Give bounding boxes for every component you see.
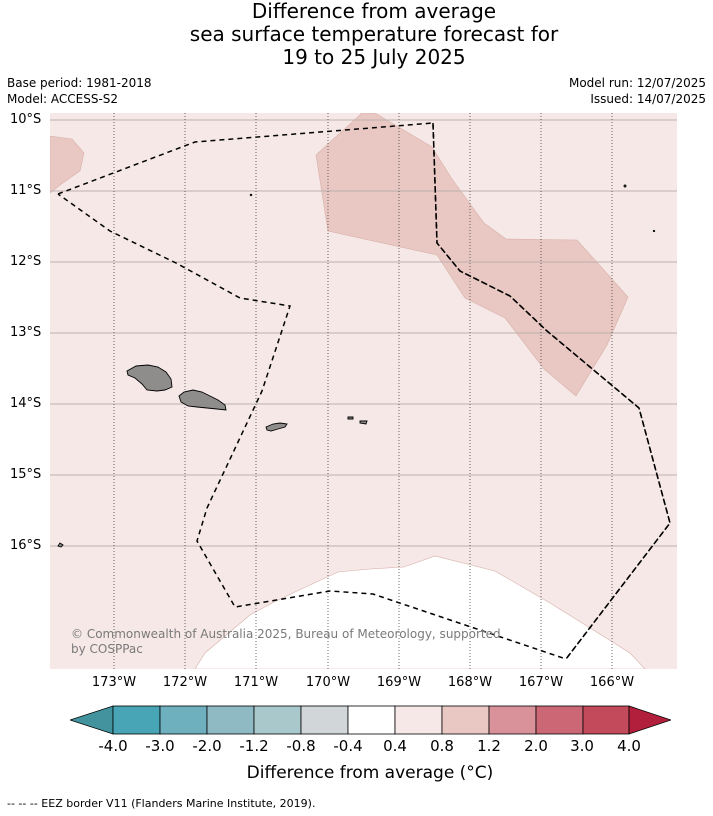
land-masses [57,184,656,548]
title-line-1: Difference from average [251,0,497,23]
colorbar-label-p0-8: 0.8 [430,737,454,755]
lat-label-14s: 14°S [10,396,42,411]
colorbar-bin-1 [112,705,161,735]
colorbar-label-m0-4: -0.4 [333,737,363,755]
lon-label-171w: 171°W [233,675,279,690]
lon-label-168w: 168°W [447,675,493,690]
lon-label-170w: 170°W [305,675,351,690]
meta-right: Model run: 12/07/2025 Issued: 14/07/2025 [569,75,706,107]
lon-label-172w: 172°W [162,675,208,690]
colorbar [70,705,671,735]
colorbar-label-p2-0: 2.0 [524,737,548,755]
lat-label-16s: 16°S [10,538,42,553]
savaii-island [126,364,173,392]
lat-label-15s: 15°S [10,467,42,482]
warm-anomaly-region-west [50,135,85,194]
colorbar-label-p3-0: 3.0 [570,737,594,755]
lat-label-11s: 11°S [10,183,42,198]
rose-atoll [623,184,627,188]
colorbar-bin-2 [159,705,208,735]
map-title: Difference from average sea surface temp… [0,0,713,69]
colorbar-bin-4 [253,705,302,735]
upolu-island [178,389,227,411]
colorbar-label-m1-2: -1.2 [239,737,269,755]
eez-borders [57,122,671,660]
lon-label-173w: 173°W [91,675,137,690]
wallis-islet [57,542,64,548]
colorbar-label-p1-2: 1.2 [477,737,501,755]
model-name: Model: ACCESS-S2 [7,92,119,106]
lat-label-13s: 13°S [10,325,42,340]
colorbar-bin-8 [441,705,490,735]
colorbar-title: Difference from average (°C) [246,763,494,783]
eez-border-samoa [57,122,671,660]
title-line-2: sea surface temperature forecast for [189,22,559,46]
swains-island [249,193,253,197]
colorbar-label-p4-0: 4.0 [617,737,641,755]
warm-anomaly-region-east [315,113,629,397]
issued-date: Issued: 14/07/2025 [590,92,706,106]
eez-border-american-samoa [432,122,671,660]
tutuila-island [265,422,288,432]
model-run: Model run: 12/07/2025 [568,76,706,90]
colorbar-bin-10 [535,705,584,735]
lon-label-167w: 167°W [518,675,564,690]
lat-label-10s: 10°S [10,112,42,127]
lat-label-12s: 12°S [10,254,42,269]
colorbar-bin-11 [582,705,630,735]
colorbar-high-extension [628,705,671,735]
meta-left: Base period: 1981-2018 Model: ACCESS-S2 [7,75,152,107]
ofu-olosega-islands [347,416,368,425]
colorbar-bin-9 [488,705,537,735]
colorbar-label-m3-0: -3.0 [145,737,175,755]
small-islet-east [652,229,656,233]
colorbar-label-m0-8: -0.8 [286,737,316,755]
colorbar-label-m2-0: -2.0 [192,737,222,755]
copyright-line-1: © Commonwealth of Australia 2025, Bureau… [71,627,501,641]
sst-anomaly-map [50,113,677,669]
copyright-line-2: by COSPPac [71,642,143,656]
lon-label-166w: 166°W [589,675,635,690]
colorbar-bin-3 [206,705,255,735]
colorbar-bin-6 [347,705,396,735]
neutral-region [194,555,646,669]
title-line-3: 19 to 25 July 2025 [282,45,466,69]
lon-label-169w: 169°W [376,675,422,690]
colorbar-bin-7 [394,705,443,735]
colorbar-bin-5 [300,705,349,735]
eez-legend-note: -- -- -- EEZ border V11 (Flanders Marine… [7,797,316,810]
base-period: Base period: 1981-2018 [7,76,152,90]
colorbar-label-m4-0: -4.0 [98,737,128,755]
colorbar-label-p0-4: 0.4 [383,737,407,755]
copyright-notice: © Commonwealth of Australia 2025, Bureau… [71,627,501,657]
colorbar-low-extension [70,705,114,735]
latitude-gridlines [50,119,677,547]
